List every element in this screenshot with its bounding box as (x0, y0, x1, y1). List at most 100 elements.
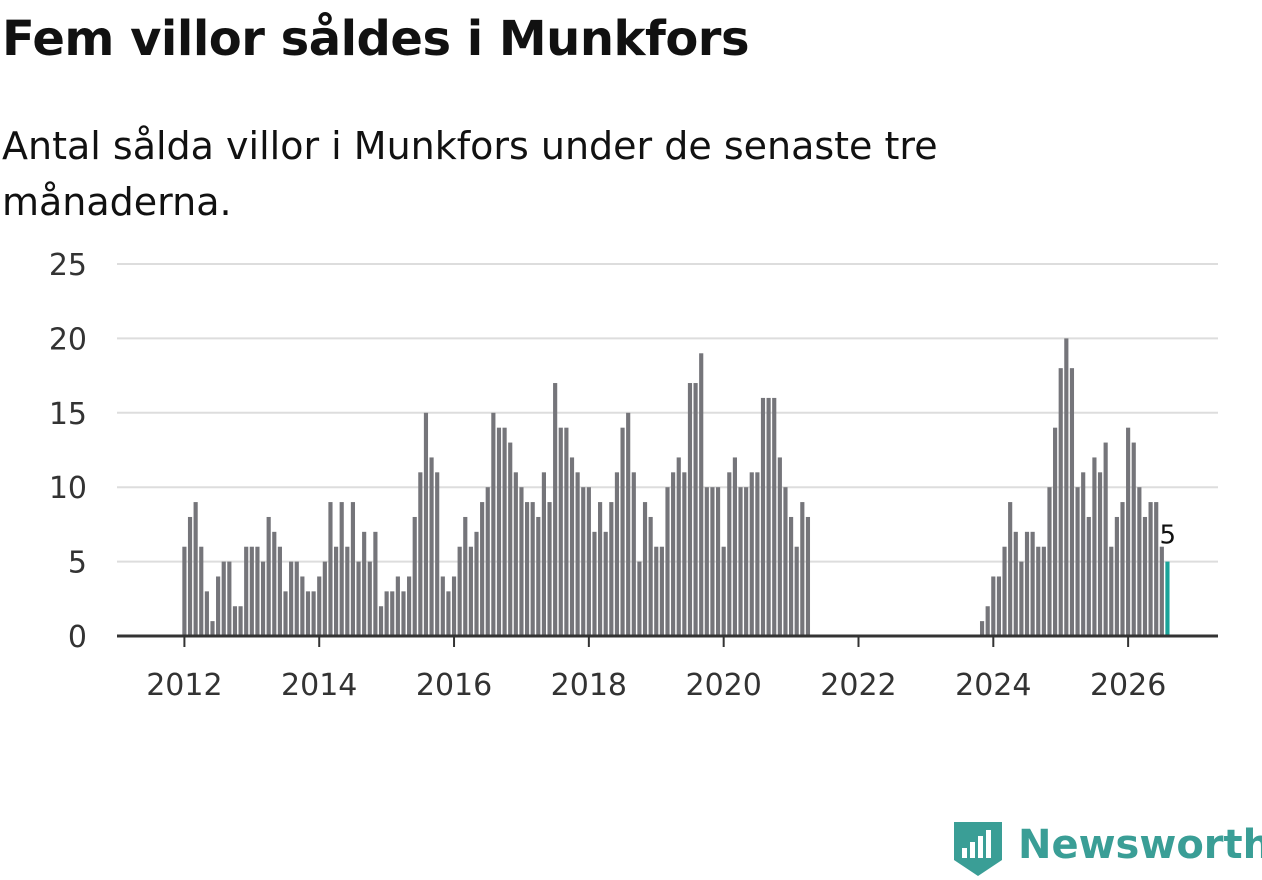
bar (693, 383, 698, 636)
bar (1097, 472, 1103, 636)
bar (1064, 338, 1069, 636)
bar (317, 576, 322, 636)
bar (395, 576, 400, 636)
bar (727, 472, 732, 636)
bar-highlight (1165, 561, 1170, 636)
bar (1120, 502, 1125, 636)
bar (1030, 531, 1035, 636)
x-tick-label: 2016 (416, 668, 492, 703)
bar (435, 472, 440, 636)
bar (446, 591, 451, 636)
bar (996, 576, 1002, 636)
bar (305, 591, 311, 636)
chart-subtitle: Antal sålda villor i Munkfors under de s… (2, 124, 938, 224)
bar (513, 472, 518, 636)
bar (800, 502, 805, 636)
bar (1137, 487, 1142, 636)
brand-logo: Newsworthy (950, 816, 1262, 878)
bar (732, 457, 737, 636)
bar (249, 546, 254, 636)
bar (1058, 368, 1063, 636)
bar (451, 576, 457, 636)
bar (221, 561, 226, 636)
bar (463, 516, 468, 636)
bar (1159, 546, 1164, 636)
bar (991, 576, 996, 636)
bar (429, 457, 434, 636)
bar (642, 502, 648, 636)
bar (749, 472, 754, 636)
bar (704, 487, 709, 636)
bar (412, 516, 417, 636)
bar (530, 502, 535, 636)
bar (1036, 546, 1041, 636)
bar (777, 457, 782, 636)
chart-title: Fem villor såldes i Munkfors (2, 11, 750, 67)
bar (783, 487, 788, 636)
bar (766, 397, 771, 636)
bar (598, 502, 603, 636)
bar (1024, 531, 1030, 636)
bar (339, 502, 344, 636)
bar (1126, 427, 1131, 636)
bar (755, 472, 760, 636)
bar (721, 546, 726, 636)
bar (620, 427, 625, 636)
x-tick-label: 2020 (685, 668, 761, 703)
bar (227, 561, 232, 636)
bar (1103, 442, 1108, 636)
bar (626, 412, 631, 636)
y-tick-label: 0 (68, 620, 87, 655)
bar (322, 561, 327, 636)
x-tick-label: 2026 (1090, 668, 1166, 703)
bar (373, 531, 378, 636)
bar (1069, 368, 1075, 636)
bar (418, 472, 423, 636)
bar (715, 487, 721, 636)
bar (519, 487, 524, 636)
bar (496, 427, 502, 636)
bar (671, 472, 676, 636)
bar (1047, 487, 1052, 636)
bar (1109, 546, 1114, 636)
bar (603, 531, 608, 636)
bar (1041, 546, 1046, 636)
bars (182, 338, 1170, 636)
bar (294, 561, 299, 636)
y-axis: 0 5 10 15 20 25 (49, 248, 87, 655)
bar (789, 516, 794, 636)
bar (1013, 531, 1018, 636)
bar (266, 516, 271, 636)
bar (474, 531, 479, 636)
x-axis: 2012 2014 2016 2018 2020 2022 2024 2026 (117, 634, 1218, 703)
bar (665, 487, 670, 636)
bar (260, 561, 266, 636)
bar (204, 591, 209, 636)
bar (485, 487, 490, 636)
bar (558, 427, 563, 636)
bar (541, 472, 546, 636)
y-tick-label: 25 (49, 248, 87, 283)
bar (676, 457, 681, 636)
bar (1075, 487, 1080, 636)
bar (407, 576, 412, 636)
bar (1142, 516, 1148, 636)
bar (182, 546, 187, 636)
bar (547, 502, 552, 636)
bar (238, 606, 243, 636)
bar (637, 561, 642, 636)
bar (356, 561, 361, 636)
bar (334, 546, 339, 636)
bar (744, 487, 749, 636)
bar (1148, 502, 1153, 636)
bar (1053, 427, 1058, 636)
bar (255, 546, 260, 636)
bar (1114, 516, 1119, 636)
data-labels: 5 (1159, 521, 1176, 551)
bar (289, 561, 294, 636)
newsworthy-logo-icon (954, 822, 1002, 876)
bar (614, 472, 620, 636)
bar (536, 516, 541, 636)
bar (1081, 472, 1086, 636)
bar (244, 546, 249, 636)
